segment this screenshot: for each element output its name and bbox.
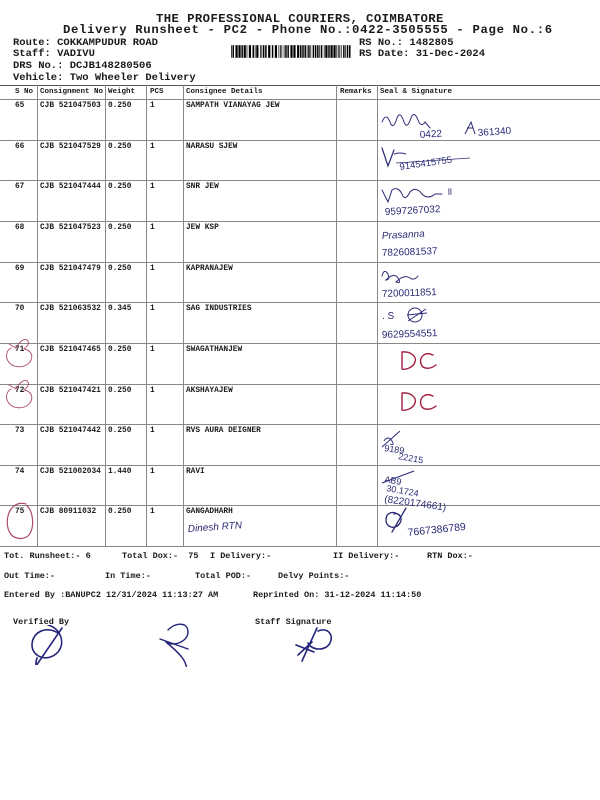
svg-text:7667386789: 7667386789 bbox=[407, 521, 466, 539]
svg-text:7826081537: 7826081537 bbox=[382, 246, 438, 259]
svg-text:ll: ll bbox=[448, 187, 452, 197]
svg-text:9145415755: 9145415755 bbox=[399, 155, 453, 173]
svg-text:9597267032: 9597267032 bbox=[385, 204, 442, 218]
svg-text:22215: 22215 bbox=[398, 451, 424, 465]
svg-text:0422: 0422 bbox=[419, 128, 442, 141]
svg-text:Dinesh RTN: Dinesh RTN bbox=[187, 520, 243, 535]
svg-text:. S: . S bbox=[382, 311, 395, 322]
svg-text:361340: 361340 bbox=[477, 126, 511, 139]
svg-text:Prasanna: Prasanna bbox=[382, 229, 426, 242]
svg-text:9629554551: 9629554551 bbox=[382, 328, 438, 341]
svg-text:7200011851: 7200011851 bbox=[382, 287, 438, 300]
